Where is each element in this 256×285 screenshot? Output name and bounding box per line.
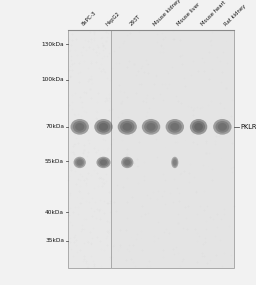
Ellipse shape (144, 121, 158, 133)
Ellipse shape (98, 158, 109, 167)
Ellipse shape (172, 158, 177, 167)
Ellipse shape (70, 119, 89, 135)
Text: 70kDa: 70kDa (45, 124, 64, 129)
Text: 130kDa: 130kDa (41, 42, 64, 47)
Ellipse shape (146, 123, 156, 131)
Ellipse shape (118, 119, 137, 135)
Ellipse shape (173, 160, 177, 165)
Ellipse shape (75, 123, 84, 131)
Ellipse shape (75, 158, 84, 167)
Ellipse shape (122, 123, 132, 131)
Text: 293T: 293T (129, 14, 142, 27)
Bar (68, 30, 111, 268)
Ellipse shape (99, 123, 108, 131)
Text: 8xPC-3: 8xPC-3 (81, 11, 98, 27)
Ellipse shape (100, 160, 107, 165)
Text: 100kDa: 100kDa (41, 77, 64, 82)
Bar (111, 30, 234, 268)
Text: HepG2: HepG2 (105, 11, 121, 27)
Ellipse shape (121, 157, 133, 168)
Text: Mouse liver: Mouse liver (176, 2, 201, 27)
Text: 40kDa: 40kDa (45, 210, 64, 215)
Ellipse shape (142, 119, 160, 135)
Ellipse shape (168, 121, 182, 133)
Ellipse shape (123, 158, 132, 167)
Ellipse shape (194, 123, 203, 131)
Ellipse shape (73, 157, 86, 168)
Ellipse shape (171, 157, 178, 168)
Text: Mouse kidney: Mouse kidney (152, 0, 182, 27)
Ellipse shape (218, 123, 227, 131)
Ellipse shape (213, 119, 232, 135)
Ellipse shape (94, 119, 113, 135)
Text: 55kDa: 55kDa (45, 158, 64, 164)
Text: Mouse heart: Mouse heart (200, 0, 227, 27)
Ellipse shape (190, 119, 207, 135)
Ellipse shape (170, 123, 179, 131)
Text: PKLR: PKLR (241, 124, 256, 130)
Text: 35kDa: 35kDa (45, 238, 64, 243)
Ellipse shape (192, 121, 205, 133)
Ellipse shape (124, 160, 130, 165)
Ellipse shape (216, 121, 229, 133)
Ellipse shape (97, 157, 111, 168)
Text: Rat kidney: Rat kidney (224, 4, 247, 27)
Ellipse shape (73, 121, 87, 133)
Ellipse shape (97, 121, 110, 133)
Ellipse shape (77, 160, 83, 165)
Ellipse shape (120, 121, 134, 133)
Ellipse shape (166, 119, 184, 135)
